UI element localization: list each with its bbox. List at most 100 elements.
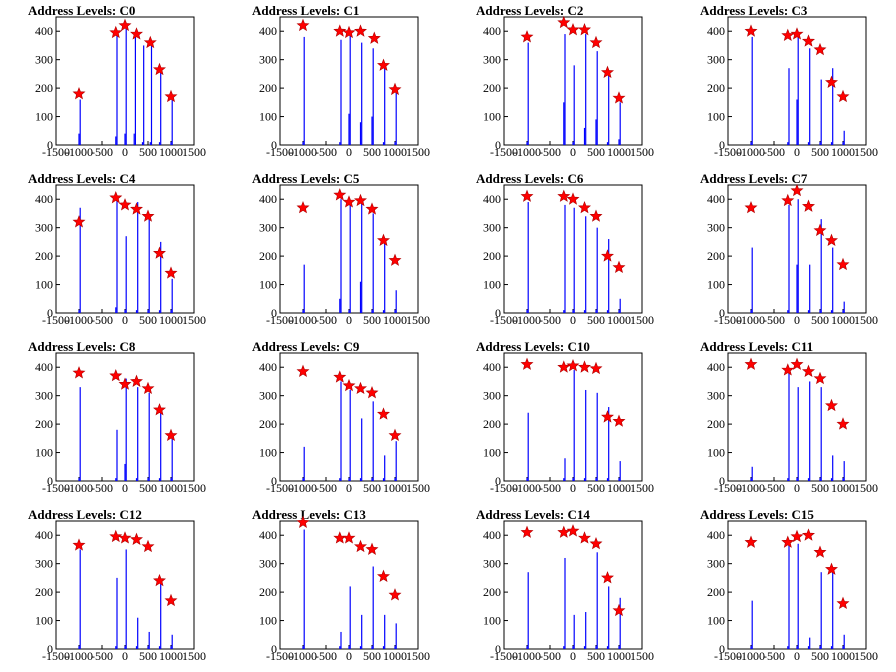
x-tick-label: 500 xyxy=(587,313,605,327)
peak-marker xyxy=(813,223,827,237)
peak-marker xyxy=(589,209,603,222)
peak-marker xyxy=(109,190,123,204)
y-tick-label: 200 xyxy=(707,585,725,599)
y-tick-label: 200 xyxy=(35,585,53,599)
chart-panel: Address Levels: C14 0 100 200 300 400 -1500-10… xyxy=(476,507,654,663)
peak-marker xyxy=(153,246,166,259)
peak-marker xyxy=(72,366,86,379)
y-tick-label: 400 xyxy=(35,528,53,542)
x-tick-label: -1500 xyxy=(42,481,70,495)
x-tick-label: -1000 xyxy=(513,481,541,495)
chart-title: Address Levels: C4 xyxy=(28,171,136,186)
peak-marker xyxy=(578,200,591,214)
peak-marker xyxy=(388,82,402,96)
x-tick-label: 1000 xyxy=(159,649,183,663)
peak-marker xyxy=(601,571,614,584)
peak-marker xyxy=(130,374,143,387)
peak-marker xyxy=(333,370,347,383)
chart-panel: Address Levels: C5 0 100 200 300 400 -1500-100… xyxy=(252,171,430,327)
chart-title: Address Levels: C13 xyxy=(252,507,366,522)
y-tick-label: 300 xyxy=(35,389,53,403)
x-tick-label: 500 xyxy=(363,145,381,159)
y-tick-label: 0 xyxy=(495,138,501,152)
peak-marker xyxy=(164,593,178,607)
x-tick-label: -500 xyxy=(539,145,561,159)
x-tick-label: 1500 xyxy=(854,649,878,663)
peak-marker xyxy=(557,525,571,538)
x-tick-label: -500 xyxy=(763,649,785,663)
x-tick-label: -1000 xyxy=(737,145,765,159)
peak-marker xyxy=(143,35,157,49)
peak-marker xyxy=(153,62,166,76)
y-tick-label: 0 xyxy=(271,138,277,152)
peak-marker xyxy=(118,531,132,544)
x-tick-label: 500 xyxy=(811,481,829,495)
peak-marker xyxy=(836,417,850,430)
peak-marker xyxy=(377,233,390,246)
x-tick-label: 1000 xyxy=(831,313,855,327)
peak-marker xyxy=(164,89,178,103)
y-tick-label: 300 xyxy=(259,557,277,571)
y-tick-label: 400 xyxy=(259,360,277,374)
x-tick-label: 1000 xyxy=(159,145,183,159)
x-tick-label: -1500 xyxy=(266,145,294,159)
peak-marker xyxy=(141,209,155,222)
peak-marker xyxy=(813,42,827,56)
peak-marker xyxy=(825,75,838,88)
y-tick-label: 400 xyxy=(259,528,277,542)
x-tick-label: -1000 xyxy=(513,649,541,663)
peak-marker xyxy=(377,58,390,71)
x-tick-label: 1000 xyxy=(831,145,855,159)
chart-panel: Address Levels: C4 0 100 200 300 400 -1500-100… xyxy=(28,171,206,327)
x-tick-label: -500 xyxy=(763,145,785,159)
x-tick-label: 1500 xyxy=(182,145,206,159)
x-tick-label: 0 xyxy=(570,313,576,327)
chart-panel: Address Levels: C3 0 100 200 300 400 -1500-100… xyxy=(700,3,878,159)
y-tick-label: 300 xyxy=(483,389,501,403)
y-tick-label: 0 xyxy=(271,642,277,656)
chart-panel: Address Levels: C10 0 100 200 300 400 -1500-10… xyxy=(476,339,654,495)
x-tick-label: -1000 xyxy=(65,481,93,495)
x-tick-label: -1500 xyxy=(266,649,294,663)
peak-marker xyxy=(557,189,571,202)
y-tick-label: 300 xyxy=(259,53,277,67)
x-tick-label: -1000 xyxy=(65,313,93,327)
peak-marker xyxy=(802,34,815,47)
peak-marker xyxy=(342,25,356,39)
x-tick-label: 1500 xyxy=(182,313,206,327)
x-tick-label: -500 xyxy=(315,313,337,327)
peak-marker xyxy=(164,428,178,441)
x-tick-label: 1500 xyxy=(854,145,878,159)
y-tick-label: 100 xyxy=(483,110,501,124)
x-tick-label: 1000 xyxy=(383,649,407,663)
x-tick-label: 1500 xyxy=(406,313,430,327)
y-tick-label: 200 xyxy=(259,417,277,431)
y-tick-label: 0 xyxy=(47,642,53,656)
y-tick-label: 0 xyxy=(495,306,501,320)
x-tick-label: -500 xyxy=(539,313,561,327)
x-tick-label: -1500 xyxy=(490,145,518,159)
chart-title: Address Levels: C9 xyxy=(252,339,360,354)
x-tick-label: 1000 xyxy=(607,649,631,663)
x-tick-label: -1500 xyxy=(266,313,294,327)
x-tick-label: -1000 xyxy=(65,649,93,663)
peak-marker xyxy=(109,529,123,543)
peak-marker xyxy=(744,24,758,37)
x-tick-label: -1500 xyxy=(490,313,518,327)
y-tick-label: 200 xyxy=(483,249,501,263)
peak-marker xyxy=(578,22,591,36)
peak-marker xyxy=(367,31,381,44)
x-tick-label: -500 xyxy=(539,649,561,663)
y-tick-label: 300 xyxy=(259,389,277,403)
x-tick-label: 500 xyxy=(363,481,381,495)
x-tick-label: 1000 xyxy=(383,481,407,495)
y-tick-label: 100 xyxy=(35,446,53,460)
chart-panel: Address Levels: C13 0 100 200 300 400 -1500-10… xyxy=(252,507,430,663)
y-tick-label: 300 xyxy=(35,221,53,235)
peak-marker xyxy=(296,18,310,32)
peak-marker xyxy=(342,378,356,392)
y-tick-label: 400 xyxy=(483,528,501,542)
x-tick-label: -1000 xyxy=(513,313,541,327)
x-tick-label: 1000 xyxy=(831,649,855,663)
x-tick-label: 1500 xyxy=(406,649,430,663)
